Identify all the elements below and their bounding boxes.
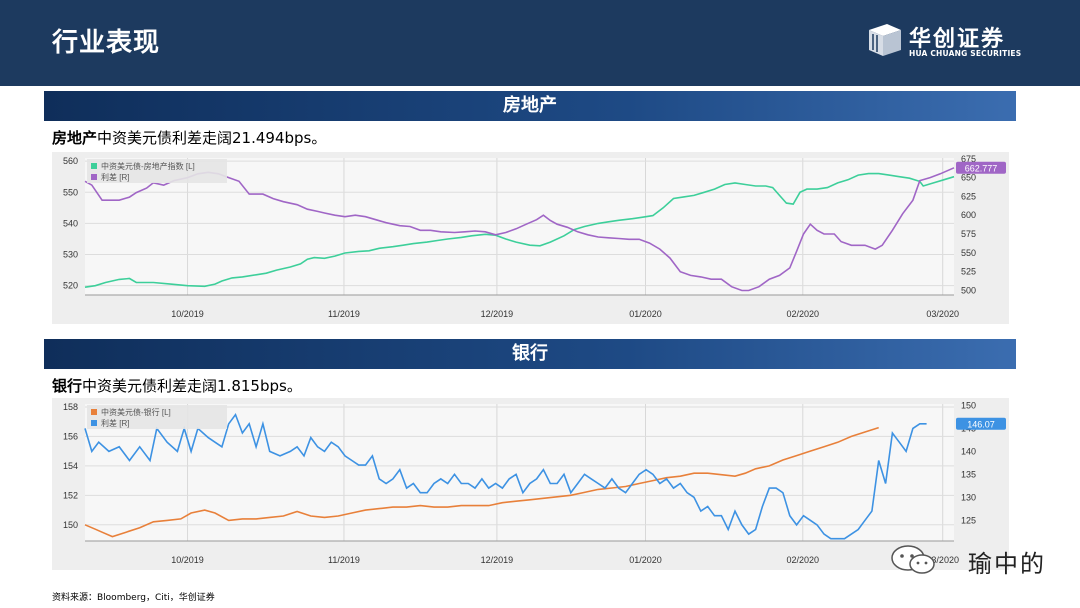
y-right-tick-label: 125 [961, 515, 976, 525]
company-logo: 华创证券 HUA CHUANG SECURITIES [865, 20, 1025, 62]
wechat-watermark: 瑜中的 [880, 542, 1070, 578]
y-right-tick-label: 140 [961, 446, 976, 456]
y-right-tick-label: 675 [961, 154, 976, 164]
logo-en: HUA CHUANG SECURITIES [909, 49, 1022, 58]
y-left-tick-label: 540 [63, 218, 78, 228]
y-right-tick-label: 625 [961, 191, 976, 201]
caption-bank: 银行中资美元债利差走阔1.815bps。 [52, 375, 302, 396]
caption-text: 中资美元债利差走阔1.815bps。 [82, 377, 302, 395]
last-value-label: 146.07 [967, 419, 995, 429]
last-value-badge [956, 161, 1006, 174]
y-left-tick-label: 560 [63, 156, 78, 166]
header-bar: 行业表现 华创证券 HUA CHUANG SECURITIES [0, 0, 1080, 86]
y-right-tick-label: 130 [961, 492, 976, 502]
page-title: 行业表现 [52, 28, 161, 58]
section-bar-real-estate: 房地产 [44, 91, 1016, 121]
y-right-tick-label: 575 [961, 229, 976, 239]
caption-real-estate: 房地产中资美元债利差走阔21.494bps。 [52, 127, 326, 148]
y-left-tick-label: 530 [63, 250, 78, 260]
logo-cube-icon [869, 24, 901, 56]
series-line [84, 412, 927, 540]
wechat-icon [891, 545, 935, 574]
y-left-tick-label: 550 [63, 187, 78, 197]
x-tick-label: 11/2019 [328, 555, 360, 565]
series-line [84, 426, 879, 538]
plot-area [85, 404, 954, 541]
caption-bold: 银行 [52, 377, 83, 395]
y-left-tick-label: 158 [63, 402, 78, 412]
last-value-badge [956, 417, 1006, 430]
section-bar-bank: 银行 [44, 339, 1016, 369]
legend-label: 中资美元债-房地产指数 [L] [101, 161, 195, 171]
y-right-tick-label: 525 [961, 267, 976, 277]
y-right-tick-label: 650 [961, 173, 976, 183]
logo-cn: 华创证券 [909, 27, 1006, 52]
legend-swatch [91, 409, 97, 415]
x-tick-label: 02/2020 [787, 555, 820, 565]
source-note: 资料来源：Bloomberg，Citi，华创证券 [52, 593, 215, 603]
series-line [84, 167, 955, 292]
y-left-tick-label: 154 [63, 461, 78, 471]
caption-text: 中资美元债利差走阔21.494bps。 [97, 129, 327, 147]
legend-swatch [91, 163, 97, 169]
x-tick-label: 01/2020 [629, 309, 662, 319]
x-tick-label: 12/2019 [481, 309, 514, 319]
legend-box [87, 405, 227, 429]
last-value-label: 662.777 [965, 163, 998, 173]
x-tick-label: 03/2020 [926, 555, 959, 565]
y-left-tick-label: 520 [63, 281, 78, 291]
y-right-tick-label: 135 [961, 469, 976, 479]
y-right-tick-label: 150 [961, 400, 976, 410]
y-left-tick-label: 150 [63, 520, 78, 530]
y-right-tick-label: 600 [961, 210, 976, 220]
caption-bold: 房地产 [52, 129, 98, 147]
y-left-tick-label: 156 [63, 431, 78, 441]
legend-swatch [91, 174, 97, 180]
series-line [84, 172, 955, 288]
x-tick-label: 02/2020 [787, 309, 820, 319]
legend-swatch [91, 420, 97, 426]
x-tick-label: 10/2019 [171, 309, 204, 319]
legend-label: 利差 [R] [101, 172, 129, 182]
x-tick-label: 01/2020 [629, 555, 662, 565]
x-tick-label: 11/2019 [328, 309, 360, 319]
x-tick-label: 10/2019 [171, 555, 204, 565]
y-right-tick-label: 500 [961, 285, 976, 295]
bank-chart: 10/2019 11/2019 12/2019 01/2020 02/2020 03/20… [52, 398, 1009, 570]
x-tick-label: 12/2019 [481, 555, 514, 565]
legend-box [87, 159, 227, 183]
legend-label: 利差 [R] [101, 418, 129, 428]
legend-label: 中资美元债-银行 [L] [101, 407, 171, 417]
y-left-tick-label: 152 [63, 490, 78, 500]
real-estate-chart: 10/2019 11/2019 12/2019 01/2020 02/2020 03/20… [52, 152, 1009, 324]
x-tick-label: 03/2020 [926, 309, 959, 319]
y-right-tick-label: 550 [961, 248, 976, 258]
watermark-text: 瑜中的 [968, 550, 1046, 578]
